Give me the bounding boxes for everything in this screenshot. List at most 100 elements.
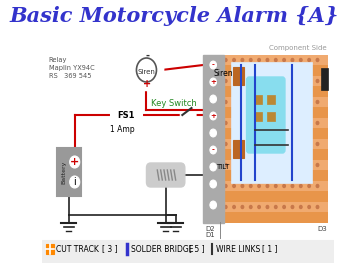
Circle shape bbox=[233, 143, 235, 145]
Circle shape bbox=[250, 79, 252, 83]
Circle shape bbox=[274, 205, 277, 209]
Circle shape bbox=[233, 122, 235, 124]
Circle shape bbox=[300, 143, 302, 145]
Circle shape bbox=[208, 205, 210, 209]
Circle shape bbox=[233, 79, 235, 83]
Bar bbox=[205, 97, 328, 107]
Circle shape bbox=[250, 205, 252, 209]
Bar bbox=[205, 55, 328, 65]
Text: -: - bbox=[145, 51, 149, 61]
Circle shape bbox=[210, 180, 217, 188]
Text: +: + bbox=[143, 79, 151, 89]
Circle shape bbox=[300, 100, 302, 104]
Circle shape bbox=[180, 113, 184, 118]
Circle shape bbox=[70, 156, 80, 168]
Circle shape bbox=[216, 58, 219, 62]
Text: Battery: Battery bbox=[61, 160, 66, 184]
Circle shape bbox=[291, 122, 294, 124]
Circle shape bbox=[250, 58, 252, 62]
Bar bbox=[233, 67, 244, 85]
Circle shape bbox=[241, 205, 244, 209]
Circle shape bbox=[258, 185, 260, 188]
Circle shape bbox=[208, 58, 210, 62]
Bar bbox=[205, 55, 328, 223]
Circle shape bbox=[208, 185, 210, 188]
Circle shape bbox=[208, 79, 210, 83]
Circle shape bbox=[308, 79, 310, 83]
Bar bbox=[42, 240, 334, 263]
Circle shape bbox=[250, 185, 252, 188]
Circle shape bbox=[70, 176, 80, 188]
Circle shape bbox=[291, 79, 294, 83]
Circle shape bbox=[258, 143, 260, 145]
Circle shape bbox=[274, 100, 277, 104]
Circle shape bbox=[208, 122, 210, 124]
Circle shape bbox=[250, 143, 252, 145]
Circle shape bbox=[274, 122, 277, 124]
Circle shape bbox=[233, 185, 235, 188]
Bar bbox=[203, 55, 224, 223]
Circle shape bbox=[258, 122, 260, 124]
Circle shape bbox=[308, 185, 310, 188]
Circle shape bbox=[210, 163, 217, 171]
Circle shape bbox=[300, 79, 302, 83]
Bar bbox=[321, 68, 328, 90]
Text: D3: D3 bbox=[317, 226, 327, 232]
Circle shape bbox=[316, 79, 319, 83]
Bar bbox=[267, 112, 275, 121]
Circle shape bbox=[283, 79, 285, 83]
Circle shape bbox=[291, 164, 294, 166]
Circle shape bbox=[208, 164, 210, 166]
Text: Component Side: Component Side bbox=[269, 45, 327, 51]
Text: [ 1 ]: [ 1 ] bbox=[262, 245, 278, 254]
Circle shape bbox=[224, 122, 227, 124]
Circle shape bbox=[233, 100, 235, 104]
Circle shape bbox=[308, 58, 310, 62]
Text: +: + bbox=[210, 79, 216, 85]
Circle shape bbox=[308, 100, 310, 104]
Circle shape bbox=[291, 100, 294, 104]
Circle shape bbox=[241, 79, 244, 83]
Circle shape bbox=[210, 146, 217, 154]
Circle shape bbox=[274, 58, 277, 62]
Circle shape bbox=[241, 122, 244, 124]
Circle shape bbox=[224, 185, 227, 188]
Circle shape bbox=[266, 122, 269, 124]
Text: Relay
Maplin YX94C
RS   369 545: Relay Maplin YX94C RS 369 545 bbox=[49, 57, 94, 79]
Circle shape bbox=[258, 205, 260, 209]
Circle shape bbox=[224, 100, 227, 104]
Circle shape bbox=[266, 100, 269, 104]
Circle shape bbox=[300, 58, 302, 62]
Circle shape bbox=[308, 143, 310, 145]
Bar bbox=[255, 95, 262, 104]
Circle shape bbox=[291, 185, 294, 188]
Circle shape bbox=[210, 95, 217, 103]
Circle shape bbox=[258, 164, 260, 166]
Circle shape bbox=[241, 58, 244, 62]
FancyBboxPatch shape bbox=[246, 77, 285, 153]
Circle shape bbox=[250, 100, 252, 104]
Bar bbox=[255, 112, 262, 121]
Circle shape bbox=[241, 100, 244, 104]
Circle shape bbox=[266, 143, 269, 145]
Bar bbox=[203, 222, 328, 238]
Circle shape bbox=[316, 205, 319, 209]
Circle shape bbox=[224, 164, 227, 166]
Circle shape bbox=[291, 58, 294, 62]
Bar bbox=[205, 160, 328, 170]
Circle shape bbox=[300, 185, 302, 188]
Circle shape bbox=[316, 185, 319, 188]
Circle shape bbox=[216, 164, 219, 166]
Text: i: i bbox=[74, 177, 76, 187]
Bar bbox=[233, 140, 244, 158]
Circle shape bbox=[283, 143, 285, 145]
Circle shape bbox=[216, 100, 219, 104]
Circle shape bbox=[258, 79, 260, 83]
Text: -: - bbox=[212, 147, 215, 153]
Text: -: - bbox=[212, 62, 215, 68]
Text: CUT TRACK: CUT TRACK bbox=[56, 245, 99, 254]
Circle shape bbox=[216, 122, 219, 124]
Bar bbox=[205, 202, 328, 212]
Text: [ 3 ]: [ 3 ] bbox=[102, 245, 118, 254]
Circle shape bbox=[250, 122, 252, 124]
